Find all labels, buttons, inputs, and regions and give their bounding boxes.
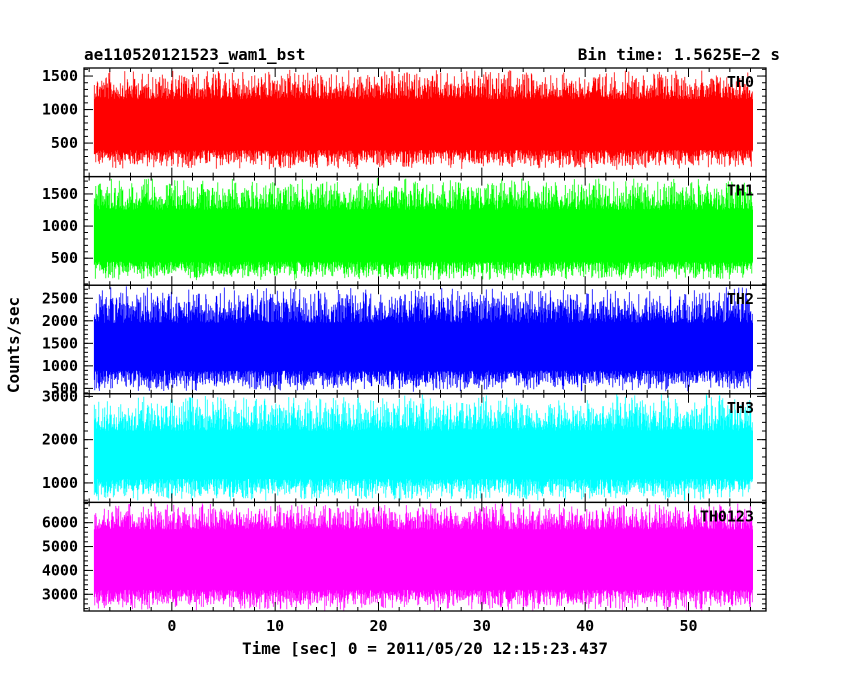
series-th2-trace (93, 286, 753, 392)
y-tick-label: 500 (51, 134, 78, 152)
y-tick-label: 1500 (42, 185, 78, 203)
x-tick-label: 40 (576, 617, 594, 635)
panel-th0: 500 1000 1500 TH0 (42, 67, 767, 178)
y-tick-label: 4000 (42, 561, 78, 579)
series-th0-trace (93, 69, 753, 170)
bin-time-label: Bin time: 1.5625E−2 s (578, 45, 780, 64)
panel-th3: 1000 2000 3000 TH3 (42, 387, 767, 504)
y-tick-label: 1000 (42, 357, 78, 375)
y-tick-label: 6000 (42, 514, 78, 532)
y-tick-label: 500 (51, 379, 78, 397)
y-tick-label: 1000 (42, 101, 78, 119)
y-tick-label: 2000 (42, 431, 78, 449)
y-axis-label: Counts/sec (4, 297, 23, 393)
panel-label-th0: TH0 (727, 73, 754, 91)
panel-label-th1: TH1 (727, 182, 754, 200)
chart-title: ae110520121523_wam1_bst (84, 45, 306, 64)
y-tick-label: 5000 (42, 538, 78, 556)
series-th1-trace (93, 178, 753, 281)
x-tick-label: 10 (266, 617, 284, 635)
x-axis-label: Time [sec] 0 = 2011/05/20 12:15:23.437 (242, 639, 608, 658)
y-tick-label: 3000 (42, 387, 78, 405)
panel-th0123: 3000 4000 5000 6000 TH0123 (42, 501, 767, 612)
y-tick-label: 1000 (42, 217, 78, 235)
panel-frame (83, 501, 767, 612)
x-tick-label: 20 (369, 617, 387, 635)
panel-label-th3: TH3 (727, 399, 754, 417)
y-tick-label: 2500 (42, 289, 78, 307)
series-th0123-trace (93, 502, 753, 611)
x-tick-label: 0 (167, 617, 176, 635)
y-tick-label: 2000 (42, 312, 78, 330)
x-tick-label: 30 (473, 617, 491, 635)
y-tick-label: 1500 (42, 67, 78, 85)
x-tick-label: 50 (679, 617, 697, 635)
y-tick-label: 1500 (42, 334, 78, 352)
y-tick-label: 3000 (42, 585, 78, 603)
panel-label-th2: TH2 (727, 290, 754, 308)
series-th3-trace (93, 394, 753, 501)
panel-th1: 500 1000 1500 TH1 (42, 175, 767, 286)
panel-th2: 500 1000 1500 2000 2500 TH2 (42, 284, 767, 397)
panel-label-th0123: TH0123 (700, 507, 754, 525)
y-tick-label: 1000 (42, 474, 78, 492)
y-tick-label: 500 (51, 249, 78, 267)
